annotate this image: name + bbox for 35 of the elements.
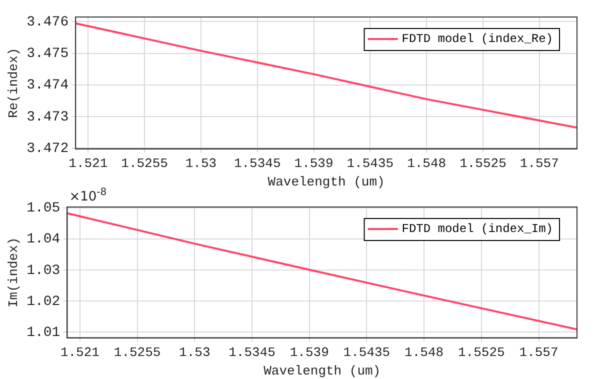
x-tick-label: 1.5255 <box>121 156 168 172</box>
y-tick-label: 1.05 <box>26 200 60 217</box>
y-tick-label: 1.02 <box>26 294 60 310</box>
y-tick-label: 3.472 <box>26 140 69 157</box>
legend-label: FDTD model (index_Im) <box>402 222 554 236</box>
x-tick-label: 1.539 <box>290 345 329 360</box>
x-tick-label: 1.5345 <box>234 156 281 172</box>
y-tick-label: 3.475 <box>26 46 69 62</box>
x-axis-title: Wavelength (um) <box>268 174 385 190</box>
y-tick-label: 1.03 <box>26 262 60 279</box>
y-tick-label: 3.474 <box>26 78 69 94</box>
x-tick-label: 1.53 <box>179 345 210 360</box>
x-tick-label: 1.53 <box>185 156 217 172</box>
x-tick-label: 1.5255 <box>114 345 161 360</box>
x-tick-label: 1.5345 <box>228 345 276 360</box>
x-tick-label: 1.548 <box>404 345 444 360</box>
text: ×10$^{-8}$ <box>69 187 107 204</box>
x-tick-label: 1.548 <box>407 156 446 172</box>
y-tick-label: 3.473 <box>26 109 69 126</box>
x-tick-label: 1.5525 <box>458 345 505 360</box>
x-axis-title: Wavelength (um) <box>264 364 381 379</box>
x-tick-label: 1.521 <box>60 345 100 360</box>
x-tick-label: 1.557 <box>519 345 558 360</box>
x-tick-label: 1.539 <box>294 156 334 172</box>
x-tick-label: 1.5435 <box>343 345 390 360</box>
y-axis-title: Re(index) <box>6 48 22 118</box>
y-tick-label: 3.476 <box>26 14 69 30</box>
y-tick-label: 1.01 <box>26 324 60 341</box>
y-axis-title: Im(index) <box>6 237 22 308</box>
x-tick-label: 1.557 <box>520 156 559 172</box>
legend-label: FDTD model (index_Re) <box>402 32 554 46</box>
y-tick-label: 1.04 <box>26 232 60 248</box>
x-tick-label: 1.521 <box>68 156 108 172</box>
x-tick-label: 1.5435 <box>346 156 394 172</box>
x-tick-label: 1.5525 <box>460 156 506 172</box>
